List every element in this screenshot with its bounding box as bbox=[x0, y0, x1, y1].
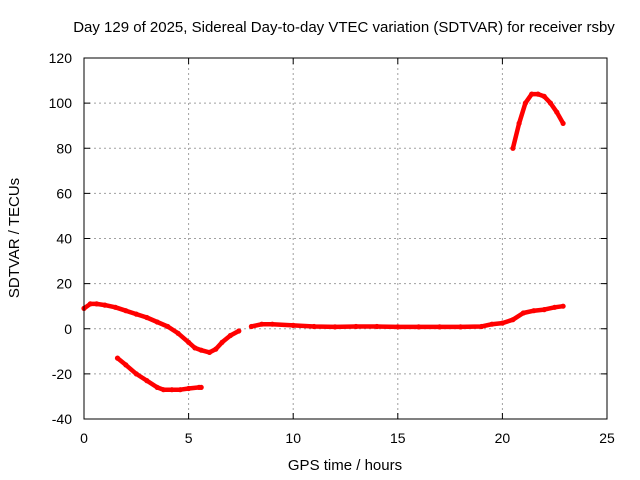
series-point bbox=[560, 120, 566, 126]
y-tick-label: 80 bbox=[56, 140, 72, 156]
series-point bbox=[177, 387, 183, 393]
series-point bbox=[175, 330, 181, 336]
series-point bbox=[186, 385, 192, 392]
series-point bbox=[144, 314, 150, 321]
series-point bbox=[520, 310, 526, 316]
series-point bbox=[560, 303, 566, 309]
y-axis-label: SDTVAR / TECUs bbox=[6, 178, 23, 298]
series-point bbox=[522, 100, 529, 106]
series-point bbox=[311, 323, 317, 330]
series-point bbox=[259, 321, 265, 327]
series-point bbox=[437, 324, 443, 330]
series-point bbox=[531, 308, 537, 314]
series-point bbox=[198, 347, 204, 353]
series-point bbox=[154, 319, 160, 325]
series-point bbox=[529, 91, 535, 97]
series-point bbox=[516, 120, 522, 126]
series-point bbox=[510, 145, 516, 151]
y-tick-label: 100 bbox=[49, 95, 73, 111]
series-point bbox=[236, 328, 242, 334]
series-point bbox=[165, 323, 171, 330]
y-tick-label: 0 bbox=[64, 321, 72, 337]
series-point bbox=[133, 311, 139, 317]
series-point bbox=[219, 339, 225, 345]
series-point bbox=[123, 362, 129, 368]
x-tick-label: 25 bbox=[599, 430, 615, 446]
series-point bbox=[213, 346, 219, 352]
series-point bbox=[541, 93, 547, 99]
y-tick-label: -40 bbox=[52, 411, 72, 427]
series-point bbox=[102, 302, 108, 308]
series-point bbox=[169, 387, 175, 393]
series-line-1 bbox=[81, 301, 242, 355]
series-point bbox=[160, 387, 167, 393]
series-line-2 bbox=[249, 303, 566, 330]
axis-ticks: 0 5 10 15 20 25 -40 -20 0 20 40 60 80 100 120 bbox=[49, 50, 615, 446]
x-axis-label: GPS time / hours bbox=[288, 457, 402, 474]
data-series bbox=[81, 91, 566, 393]
x-tick-label: 10 bbox=[285, 430, 301, 446]
x-tick-label: 20 bbox=[495, 430, 511, 446]
series-point bbox=[133, 371, 139, 377]
y-tick-label: 40 bbox=[56, 231, 72, 247]
series-point bbox=[269, 321, 275, 327]
series-point bbox=[186, 339, 192, 345]
x-tick-label: 15 bbox=[390, 430, 406, 446]
series-point bbox=[478, 323, 485, 330]
series-point bbox=[374, 323, 380, 330]
series-point bbox=[154, 384, 160, 390]
series-point bbox=[192, 345, 198, 351]
series-point bbox=[198, 384, 204, 390]
y-tick-label: 120 bbox=[49, 50, 73, 66]
series-point bbox=[547, 100, 554, 106]
series-point bbox=[123, 308, 129, 314]
series-point bbox=[416, 324, 422, 330]
series-point bbox=[552, 304, 558, 310]
series-point bbox=[206, 349, 213, 355]
series-point bbox=[290, 322, 296, 328]
series-point bbox=[458, 324, 464, 330]
series-point bbox=[499, 320, 505, 326]
y-tick-label: 20 bbox=[56, 276, 72, 292]
series-point bbox=[114, 355, 121, 361]
series-point bbox=[353, 323, 359, 330]
series-point bbox=[489, 321, 495, 327]
x-tick-label: 0 bbox=[80, 430, 88, 446]
series-point bbox=[248, 323, 254, 330]
series-point bbox=[395, 324, 401, 330]
grid-lines bbox=[84, 58, 607, 419]
series-point bbox=[94, 301, 100, 307]
chart-title: Day 129 of 2025, Sidereal Day-to-day VTE… bbox=[73, 19, 615, 36]
x-tick-label: 5 bbox=[185, 430, 193, 446]
series-point bbox=[510, 317, 516, 323]
y-tick-label: -20 bbox=[52, 366, 72, 382]
series-point bbox=[535, 91, 541, 97]
series-point bbox=[87, 301, 93, 307]
series-point bbox=[332, 324, 338, 330]
series-point bbox=[554, 109, 560, 115]
y-tick-label: 60 bbox=[56, 185, 72, 201]
series-point bbox=[144, 378, 150, 384]
series-point bbox=[112, 304, 118, 310]
series-point bbox=[541, 307, 547, 313]
series-point bbox=[227, 332, 233, 339]
